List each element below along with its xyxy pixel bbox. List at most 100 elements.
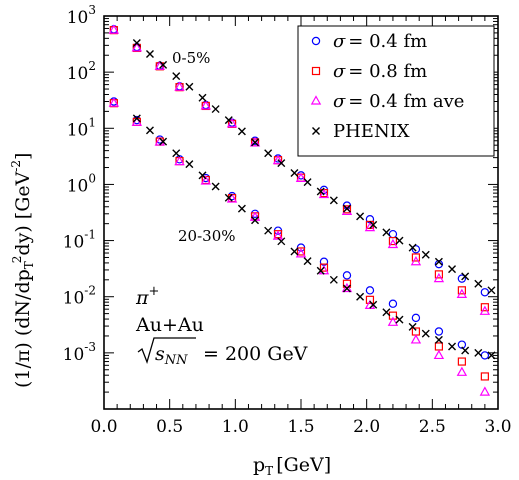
x-marker <box>211 105 220 114</box>
x-marker-stroke <box>474 279 483 288</box>
x-marker <box>434 335 443 344</box>
x-marker-stroke <box>198 93 207 102</box>
x-marker-stroke <box>237 204 246 213</box>
svg-text:sNN: sNN <box>155 343 188 368</box>
x-marker-stroke <box>434 257 443 266</box>
x-marker-stroke <box>159 60 168 69</box>
x-marker-stroke <box>290 168 299 177</box>
x-tick-label: 0.0 <box>90 417 117 437</box>
x-marker-stroke <box>369 220 378 229</box>
x-marker-stroke <box>251 216 260 225</box>
x-marker-stroke <box>290 247 299 256</box>
x-marker <box>356 292 365 301</box>
x-marker <box>198 93 207 102</box>
x-marker <box>224 116 233 125</box>
x-marker-stroke <box>277 159 286 168</box>
triangle-marker <box>387 316 399 326</box>
x-marker <box>264 226 273 235</box>
energy-label: sNN = 200 GeV <box>137 337 308 368</box>
x-tick-label: 1.0 <box>222 417 249 437</box>
triangle-marker <box>479 305 491 315</box>
x-marker-stroke <box>342 284 351 293</box>
triangle-marker <box>226 118 238 128</box>
x-marker <box>132 39 141 48</box>
circle-marker <box>434 327 444 336</box>
x-marker <box>487 286 496 295</box>
x-tick-label: 2.0 <box>353 417 380 437</box>
x-marker-stroke <box>448 342 457 351</box>
circle-marker <box>457 274 467 283</box>
x-marker <box>395 236 404 245</box>
x-marker <box>329 196 338 205</box>
x-marker <box>303 257 312 266</box>
circle-marker <box>365 286 375 295</box>
x-marker <box>434 257 443 266</box>
x-marker-stroke <box>316 187 325 196</box>
x-marker-stroke <box>303 178 312 187</box>
triangle-marker <box>200 175 212 185</box>
x-marker-stroke <box>145 126 154 135</box>
x-tick-label: 3.0 <box>484 417 511 437</box>
x-marker-stroke <box>159 137 168 146</box>
x-marker <box>329 275 338 284</box>
triangle-marker <box>174 155 185 166</box>
y-tick-label: 103 <box>67 3 96 28</box>
triangle-marker <box>410 255 422 266</box>
x-marker-stroke <box>312 127 320 135</box>
x-marker <box>198 171 207 180</box>
svg-text:= 200 GeV: = 200 GeV <box>203 343 308 365</box>
x-marker-stroke <box>303 257 312 266</box>
x-marker-stroke <box>434 335 443 344</box>
legend-box <box>297 25 495 157</box>
x-marker-stroke <box>421 329 430 338</box>
triangle-marker <box>456 366 468 376</box>
square-marker <box>296 247 306 256</box>
triangle-marker <box>341 282 353 293</box>
square-marker <box>311 66 321 76</box>
y-tick-label: 10-2 <box>63 284 96 309</box>
x-marker-stroke <box>316 266 325 275</box>
x-marker <box>342 284 351 293</box>
x-marker <box>251 138 260 147</box>
x-marker <box>408 243 417 252</box>
x-marker-stroke <box>185 160 194 169</box>
x-marker-stroke <box>474 348 483 357</box>
triangle-marker <box>249 137 261 147</box>
x-marker-stroke <box>132 114 141 123</box>
x-marker-stroke <box>224 116 233 125</box>
x-marker <box>211 182 220 191</box>
square-marker <box>319 263 329 272</box>
legend-entry: PHENIX <box>312 121 410 142</box>
x-marker <box>421 329 430 338</box>
triangle-marker <box>433 349 445 360</box>
x-marker <box>264 149 273 158</box>
x-marker <box>369 220 378 229</box>
peripheral-label: 20-30% <box>178 227 236 245</box>
square-marker <box>480 303 489 312</box>
x-marker <box>277 237 286 246</box>
x-marker-stroke <box>264 149 273 158</box>
triangle-marker <box>174 81 185 91</box>
x-marker <box>408 322 417 331</box>
circle-marker <box>411 245 421 254</box>
triangle-marker <box>131 116 143 126</box>
x-marker-stroke <box>382 308 391 317</box>
y-tick-label: 100 <box>67 171 96 196</box>
x-marker-stroke <box>198 171 207 180</box>
y-tick-label: 101 <box>67 115 96 140</box>
x-marker-stroke <box>448 265 457 274</box>
x-marker <box>185 160 194 169</box>
x-marker <box>316 187 325 196</box>
x-marker <box>224 193 233 202</box>
x-marker <box>382 228 391 237</box>
x-marker-stroke <box>461 272 470 281</box>
x-marker <box>290 168 299 177</box>
data-marks <box>108 24 496 396</box>
square-marker <box>342 279 352 288</box>
legend-entry-label: σ = 0.4 fm <box>333 31 427 52</box>
legend-entry: σ = 0.4 fm <box>311 31 427 52</box>
tick-labels: 0.0 0.5 1.0 1.5 2.0 2.5 3.0 103 102 101 100 10-1 10-… <box>63 3 512 437</box>
triangle-marker <box>456 288 468 298</box>
triangle-marker <box>108 24 120 34</box>
circle-marker <box>480 351 490 360</box>
